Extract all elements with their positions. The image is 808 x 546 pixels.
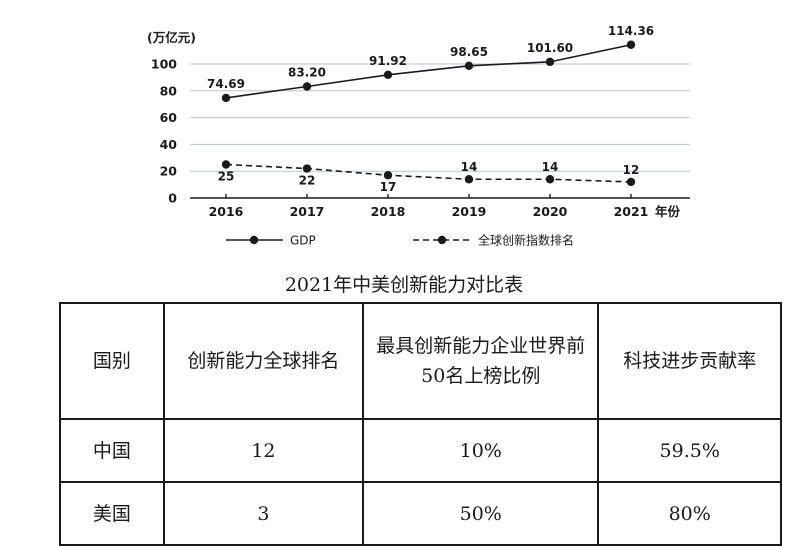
x-tick-label: 2020 bbox=[533, 204, 568, 219]
table-header-row: 国别 创新能力全球排名 最具创新能力企业世界前50名上榜比例 科技进步贡献率 bbox=[59, 302, 782, 420]
gdp-point bbox=[545, 57, 555, 67]
innovation-rank-point bbox=[302, 164, 312, 173]
gdp-point bbox=[383, 70, 393, 80]
gdp-point bbox=[626, 40, 636, 49]
y-tick-label: 60 bbox=[160, 110, 178, 125]
line-chart: 0 20 40 60 80 100 (万亿元) 2016 2017 2018 2019 2020 202… bbox=[147, 24, 690, 248]
innovation-rank-point bbox=[464, 175, 474, 184]
gdp-data-label: 114.36 bbox=[608, 24, 654, 38]
gdp-series-line bbox=[225, 43, 632, 99]
x-tick-label: 2016 bbox=[209, 204, 244, 219]
innovation-rank-data-label: 17 bbox=[380, 180, 397, 194]
y-tick-label: 80 bbox=[160, 83, 178, 98]
table-title: 2021年中美创新能力对比表 bbox=[284, 274, 524, 296]
cell-top50-ratio: 50% bbox=[362, 481, 600, 546]
cell-tech-contribution: 59.5% bbox=[597, 418, 782, 483]
cell-country: 美国 bbox=[59, 481, 165, 546]
gdp-data-label: 98.65 bbox=[450, 45, 488, 59]
innovation-rank-point bbox=[221, 160, 231, 169]
cell-innovation-rank: 12 bbox=[162, 418, 365, 483]
legend-rank-label: 全球创新指数排名 bbox=[478, 233, 574, 248]
innovation-rank-point bbox=[626, 177, 636, 187]
legend: GDP 全球创新指数排名 bbox=[226, 233, 574, 248]
gdp-point bbox=[302, 82, 312, 91]
legend-rank-marker bbox=[437, 235, 447, 245]
x-tick-label: 2019 bbox=[452, 204, 487, 219]
innovation-rank-point bbox=[383, 171, 393, 180]
innovation-rank-point bbox=[545, 175, 555, 184]
y-axis-unit: (万亿元) bbox=[147, 30, 196, 45]
table-row: 中国 12 10% 59.5% bbox=[59, 418, 782, 483]
innovation-rank-series-line bbox=[225, 163, 632, 183]
gdp-point bbox=[221, 93, 231, 103]
axes: 0 20 40 60 80 100 (万亿元) 2016 2017 2018 2019 2020 202… bbox=[147, 30, 690, 219]
x-axis-suffix: 年份 bbox=[655, 204, 681, 219]
cell-country: 中国 bbox=[59, 418, 165, 483]
x-tick-label: 2017 bbox=[290, 204, 325, 219]
legend-gdp-label: GDP bbox=[290, 234, 316, 248]
innovation-rank-data-label: 14 bbox=[461, 160, 478, 174]
legend-gdp-marker bbox=[249, 235, 259, 245]
table-row: 美国 3 50% 80% bbox=[59, 481, 782, 546]
header-tech-contribution: 科技进步贡献率 bbox=[597, 302, 782, 420]
innovation-rank-data-label: 22 bbox=[299, 174, 316, 188]
x-tick-label: 2021 bbox=[614, 204, 649, 219]
gdp-point bbox=[464, 61, 474, 71]
grid-lines bbox=[190, 63, 690, 172]
series-layer bbox=[221, 40, 636, 187]
y-tick-label: 0 bbox=[168, 191, 177, 206]
innovation-rank-data-label: 14 bbox=[542, 160, 559, 174]
cell-tech-contribution: 80% bbox=[597, 481, 782, 546]
gdp-data-label: 83.20 bbox=[288, 66, 326, 80]
cell-innovation-rank: 3 bbox=[162, 481, 365, 546]
data-labels: 74.69 83.20 91.92 98.65 101.60 114.36 25 22 17 14… bbox=[207, 24, 654, 194]
cell-top50-ratio: 10% bbox=[362, 418, 600, 483]
gdp-data-label: 101.60 bbox=[527, 41, 573, 55]
gdp-data-label: 91.92 bbox=[369, 54, 407, 68]
header-country: 国别 bbox=[59, 302, 165, 420]
innovation-rank-data-label: 25 bbox=[218, 170, 235, 184]
y-tick-label: 40 bbox=[160, 137, 178, 152]
gdp-data-label: 74.69 bbox=[207, 77, 245, 91]
y-tick-label: 20 bbox=[160, 164, 178, 179]
comparison-table: 国别 创新能力全球排名 最具创新能力企业世界前50名上榜比例 科技进步贡献率 中… bbox=[59, 302, 782, 546]
innovation-rank-data-label: 12 bbox=[623, 163, 640, 177]
header-innovation-rank: 创新能力全球排名 bbox=[162, 302, 365, 420]
y-tick-label: 100 bbox=[151, 57, 177, 72]
header-top50-ratio: 最具创新能力企业世界前50名上榜比例 bbox=[362, 302, 600, 420]
x-tick-label: 2018 bbox=[371, 204, 406, 219]
